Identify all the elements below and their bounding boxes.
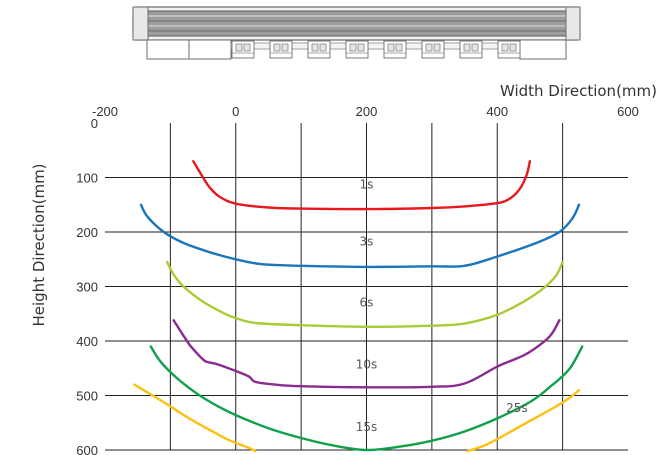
curve-label: 10s (356, 357, 378, 371)
y-tick-label: 400 (76, 334, 98, 349)
y-tick-label: 600 (76, 443, 98, 455)
y-tick-label: 0 (91, 116, 98, 131)
curve-label: 3s (360, 235, 374, 249)
x-axis-title: Width Direction(mm) (500, 82, 657, 100)
x-tick-label: 400 (486, 104, 508, 119)
x-tick-label: 200 (356, 104, 378, 119)
nozzle-unit (307, 40, 331, 59)
x-tick-label: 600 (617, 104, 639, 119)
nozzle-unit (497, 40, 521, 59)
y-axis-title: Height Direction(mm) (30, 163, 48, 326)
curve-labels: 1s 3s 6s 10s 15s 25s (356, 177, 528, 434)
nozzle-unit (383, 40, 407, 59)
curve-label: 6s (360, 296, 374, 310)
curve-label: 25s (506, 401, 528, 415)
x-tick-label: -200 (92, 104, 118, 119)
curve-label: 1s (360, 177, 374, 191)
curve-25s-right (466, 388, 581, 453)
curve-15s (149, 345, 584, 452)
curve-25s (133, 383, 257, 453)
curve-3s (139, 203, 581, 269)
x-tick-label: 0 (232, 104, 239, 119)
nozzle-device-illustration (132, 6, 581, 60)
nozzle-unit (269, 40, 293, 59)
curve-10s (172, 319, 561, 389)
nozzle-unit (231, 40, 255, 59)
y-tick-label: 500 (76, 389, 98, 404)
y-tick-label: 100 (76, 171, 98, 186)
nozzle-unit (459, 40, 483, 59)
y-tick-labels: 0 100 200 300 400 500 600 (76, 116, 98, 455)
nozzle-units (231, 40, 521, 59)
y-tick-label: 300 (76, 280, 98, 295)
spray-curves (133, 160, 584, 453)
curve-6s (165, 260, 564, 329)
nozzle-unit (421, 40, 445, 59)
curve-1s (192, 160, 532, 211)
curve-label: 15s (356, 420, 378, 434)
nozzle-unit (345, 40, 369, 59)
y-tick-label: 200 (76, 225, 98, 240)
x-tick-labels: -200 0 200 400 600 (92, 104, 639, 119)
